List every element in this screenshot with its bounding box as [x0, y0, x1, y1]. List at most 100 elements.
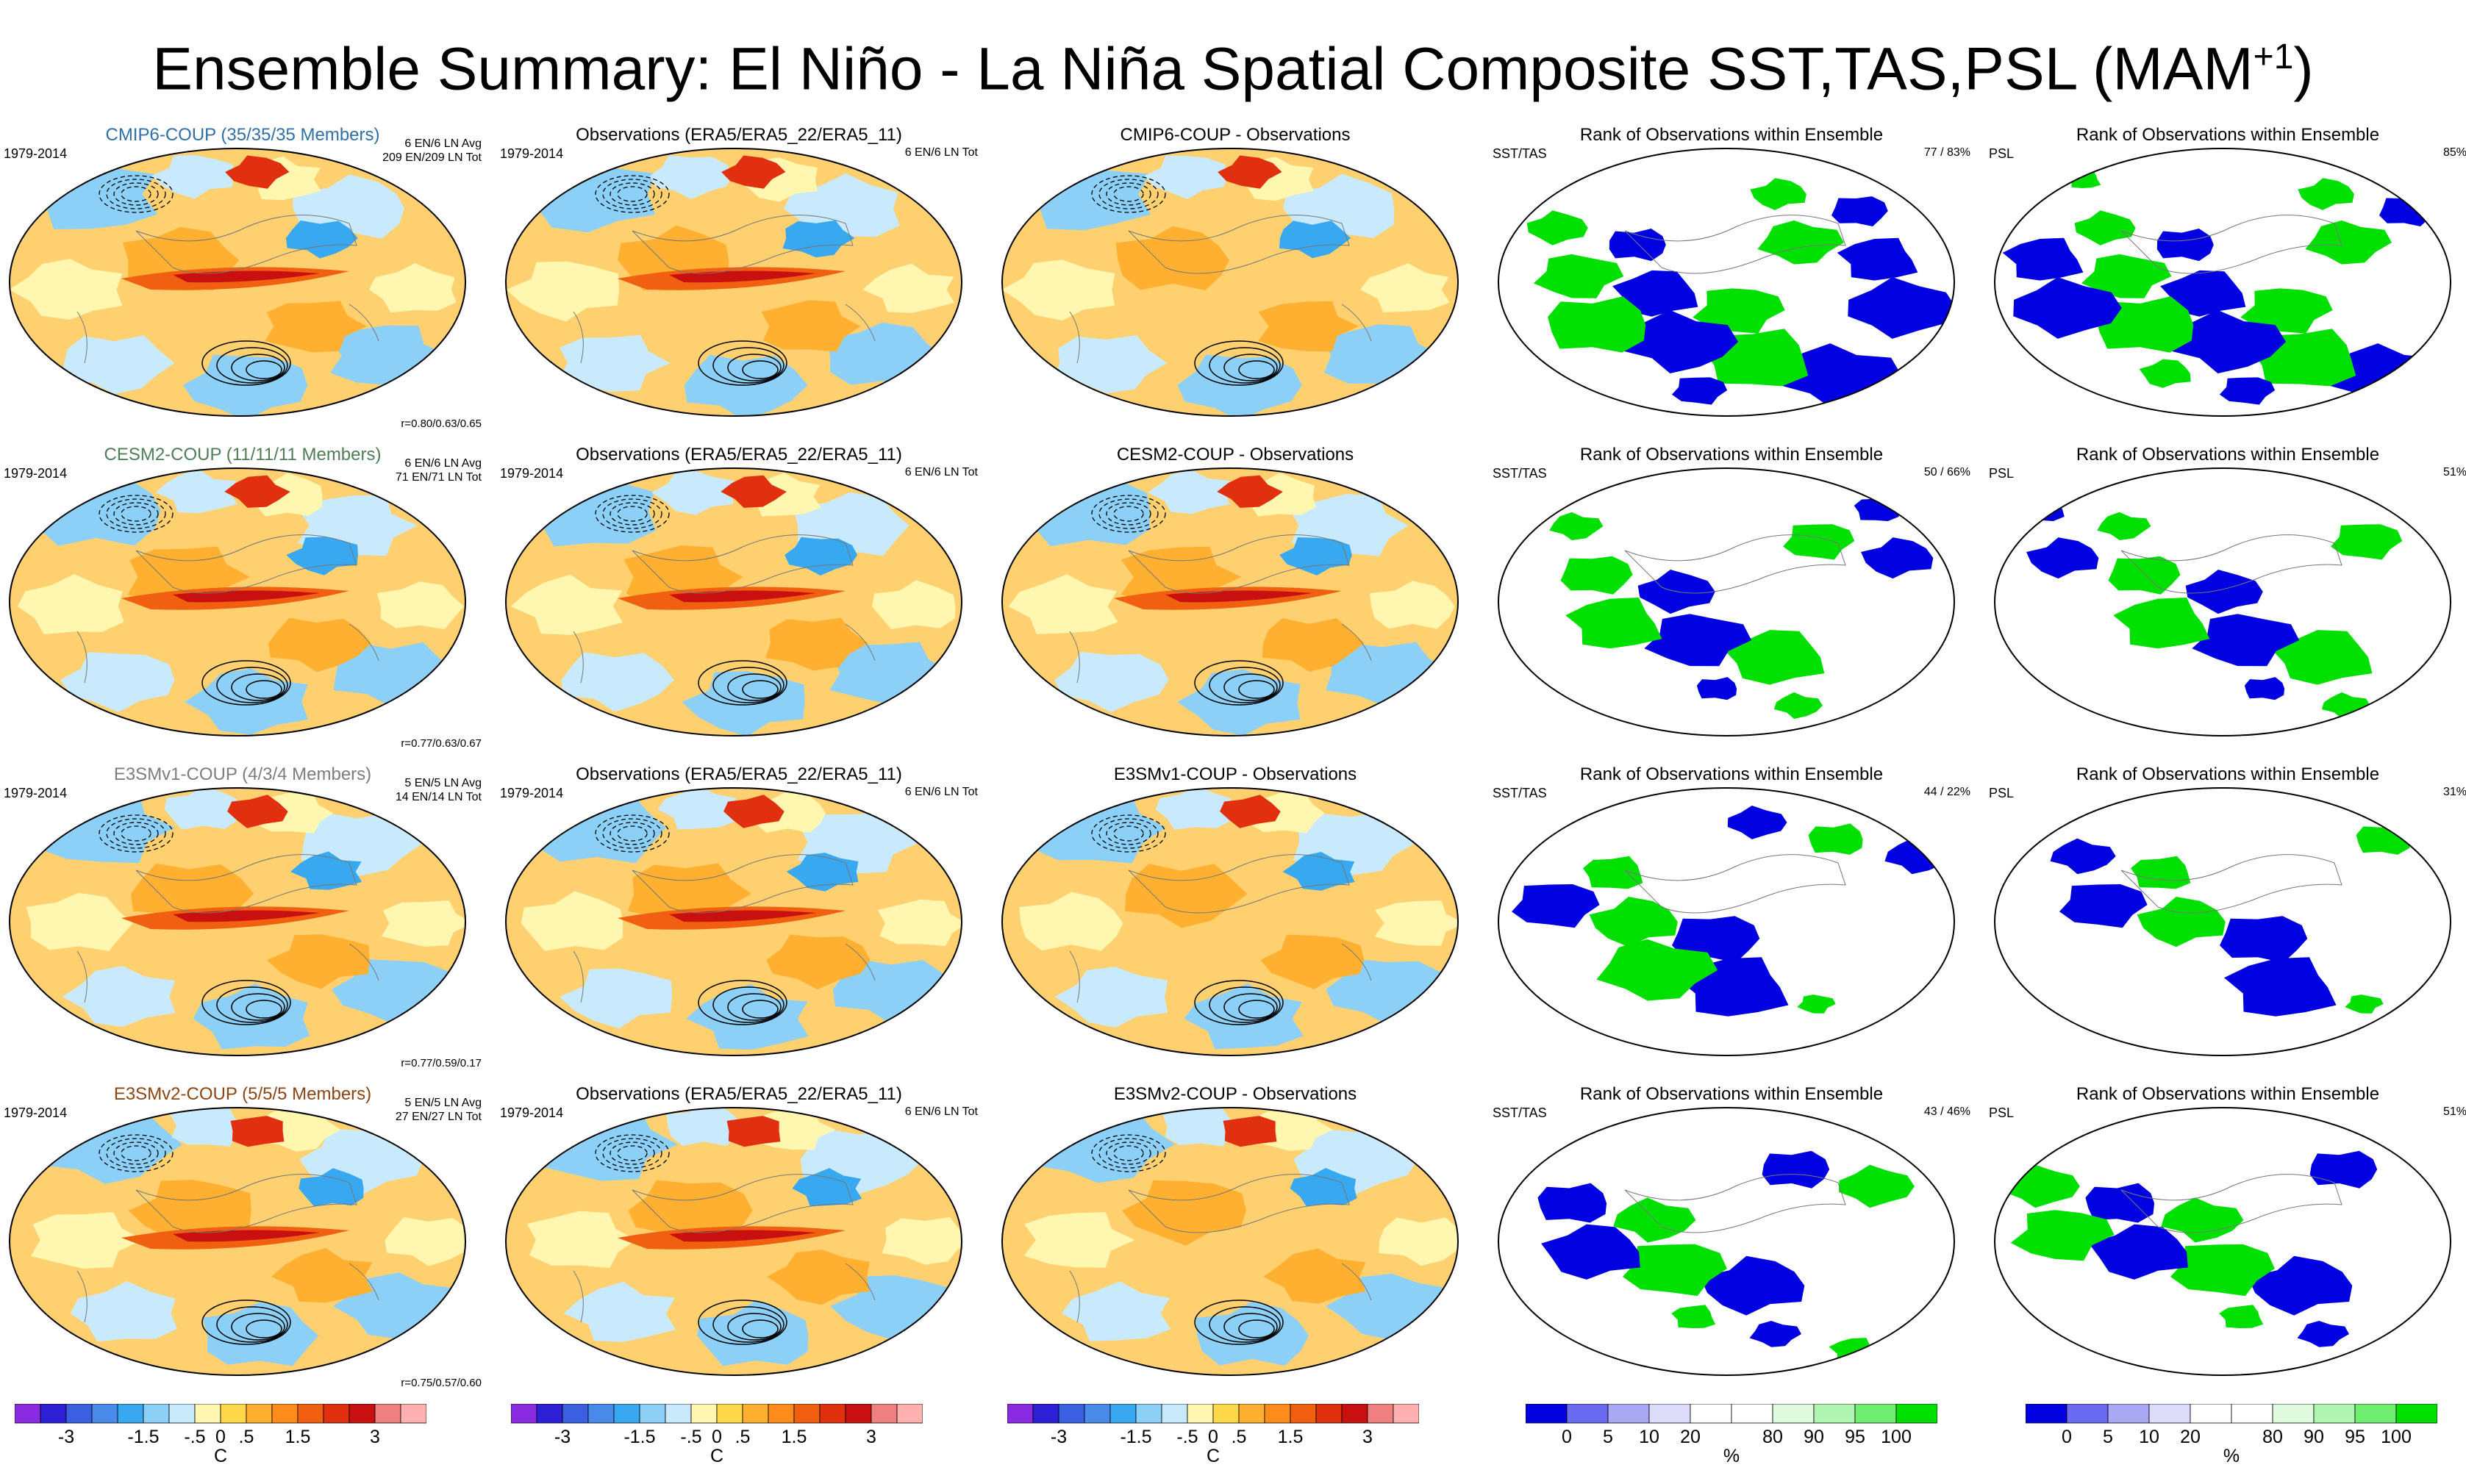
rank-high-region	[1808, 823, 1863, 855]
psl-contour	[727, 993, 782, 1021]
psl-contour-negative	[1106, 502, 1151, 526]
map-panel-rank-psl: Rank of Observations within Ensemble PSL 8…	[1989, 125, 2466, 434]
colorbar-swatch	[246, 1404, 273, 1424]
anomaly-patch	[1279, 537, 1352, 576]
rank-high-region	[1839, 1164, 1915, 1208]
colorbar-swatch	[1895, 1404, 1937, 1424]
anomaly-patch	[62, 335, 175, 395]
psl-contour-negative	[602, 498, 662, 529]
psl-contour	[1223, 1313, 1278, 1341]
psl-contour	[246, 1000, 282, 1019]
panel-title: Rank of Observations within Ensemble	[1579, 764, 1884, 784]
colorbar-swatch	[91, 1404, 118, 1424]
anomaly-patch	[1177, 354, 1302, 416]
colorbar-swatch	[2066, 1404, 2109, 1424]
coastline	[135, 1174, 357, 1233]
psl-contour-negative	[1098, 1138, 1159, 1169]
anomaly-patch	[1124, 864, 1248, 928]
anomaly-patch	[268, 617, 371, 673]
colorbar-tick-label: -1.5	[1120, 1427, 1152, 1447]
rank-high-region	[2137, 897, 2226, 947]
sample-count: 5 EN/5 LN Avg 27 EN/27 LN Tot	[396, 1096, 482, 1124]
map-panel-obs: Observations (ERA5/ERA5_22/ERA5_11) 1979-…	[500, 764, 978, 1073]
colorbar-swatch	[1032, 1404, 1059, 1424]
anomaly-patch	[1263, 1248, 1366, 1304]
colorbar-swatch	[117, 1404, 144, 1424]
rank-high-region	[1671, 1305, 1716, 1328]
rank-high-region	[1518, 170, 1554, 188]
psl-contour-negative	[1113, 506, 1144, 522]
pattern-correlation: r=0.80/0.63/0.65	[401, 417, 482, 430]
colorbar-tick-label: 1.5	[285, 1427, 311, 1447]
panel-title: CESM2-COUP - Observations	[1116, 445, 1354, 465]
psl-contour	[742, 360, 779, 379]
psl-contour	[1209, 347, 1281, 384]
anomaly-patch	[792, 1168, 862, 1207]
colorbar-tick-label: 0	[215, 1427, 226, 1447]
psl-contour	[216, 1306, 288, 1343]
sample-count: 6 EN/6 LN Avg 71 EN/71 LN Tot	[396, 456, 482, 484]
rank-high-region	[1582, 856, 1643, 889]
panel-title: Observations (ERA5/ERA5_22/ERA5_11)	[576, 445, 902, 465]
rank-high-region	[2113, 598, 2210, 649]
colorbar-swatches	[511, 1404, 923, 1424]
rank-low-region	[2169, 309, 2287, 373]
colorbar-swatch	[587, 1404, 615, 1424]
coastline	[632, 534, 854, 594]
map-panel-model: E3SMv2-COUP (5/5/5 Members) 1979-2014 5 EN…	[4, 1084, 482, 1393]
rank-low-region	[2379, 196, 2436, 226]
colorbar-swatch	[2107, 1404, 2150, 1424]
psl-contour	[1209, 986, 1281, 1023]
coastline	[573, 1263, 876, 1323]
anomaly-patch	[1162, 1108, 1241, 1147]
colorbar-swatch	[1290, 1404, 1317, 1424]
anomaly-patch	[60, 652, 175, 712]
map-plot	[1993, 787, 2452, 1056]
colorbar-swatch	[1731, 1404, 1773, 1424]
colorbar-swatch	[194, 1404, 221, 1424]
rank-low-region	[1700, 1255, 1805, 1316]
period-label: 1979-2014	[500, 146, 564, 161]
psl-contour-negative	[99, 814, 174, 853]
psl-contour	[246, 360, 282, 379]
map-border	[1497, 1107, 1956, 1376]
rank-high-region	[1623, 1244, 1727, 1297]
colorbar-unit: C	[213, 1446, 228, 1466]
rank-percent: 44 / 22%	[1923, 786, 1970, 798]
anomaly-patch	[26, 892, 133, 951]
coastline	[2120, 534, 2342, 594]
period-label: 1979-2014	[4, 786, 68, 800]
temperature-colorbar: -3 -1.5 -.5 0 .5 1.5 3 C	[511, 1404, 923, 1470]
colorbar-tick-label: 100	[2381, 1427, 2412, 1447]
map-plot	[1001, 148, 1459, 417]
panel-title: E3SMv2-COUP - Observations	[1113, 1084, 1357, 1104]
psl-contour-negative	[1106, 1141, 1151, 1165]
pattern-correlation: r=0.77/0.59/0.17	[401, 1057, 482, 1069]
psl-contour	[712, 667, 785, 703]
psl-contour-negative	[595, 175, 670, 213]
psl-contour-negative	[113, 182, 159, 206]
psl-contour-negative	[1106, 822, 1151, 845]
colorbar-swatch	[15, 1404, 41, 1424]
map-border	[1993, 148, 2452, 417]
anomaly-patch	[651, 470, 734, 515]
map-panel-rank-sst: Rank of Observations within Ensemble SST/…	[1493, 125, 1970, 434]
sample-count-line: 6 EN/6 LN Avg	[404, 457, 482, 470]
map-panel-rank-sst: Rank of Observations within Ensemble SST/…	[1493, 1084, 1970, 1393]
anomaly-patch	[182, 354, 308, 416]
psl-contour	[1194, 340, 1284, 386]
coastline	[2120, 215, 2342, 274]
colorbar-tick-label: .5	[238, 1427, 254, 1447]
map-border	[1993, 1107, 2452, 1376]
psl-contour	[1223, 993, 1278, 1021]
map-border	[1497, 148, 1956, 417]
colorbar-tick-label: 1.5	[1277, 1427, 1304, 1447]
psl-contour	[201, 340, 291, 386]
psl-contour-negative	[602, 179, 662, 209]
colorbar-swatch	[143, 1404, 170, 1424]
period-label: 1979-2014	[500, 786, 564, 800]
colorbar-swatch	[690, 1404, 718, 1424]
psl-contour	[698, 980, 787, 1025]
colorbar-tick-label: 20	[1680, 1427, 1701, 1447]
coastline	[1128, 534, 1350, 594]
